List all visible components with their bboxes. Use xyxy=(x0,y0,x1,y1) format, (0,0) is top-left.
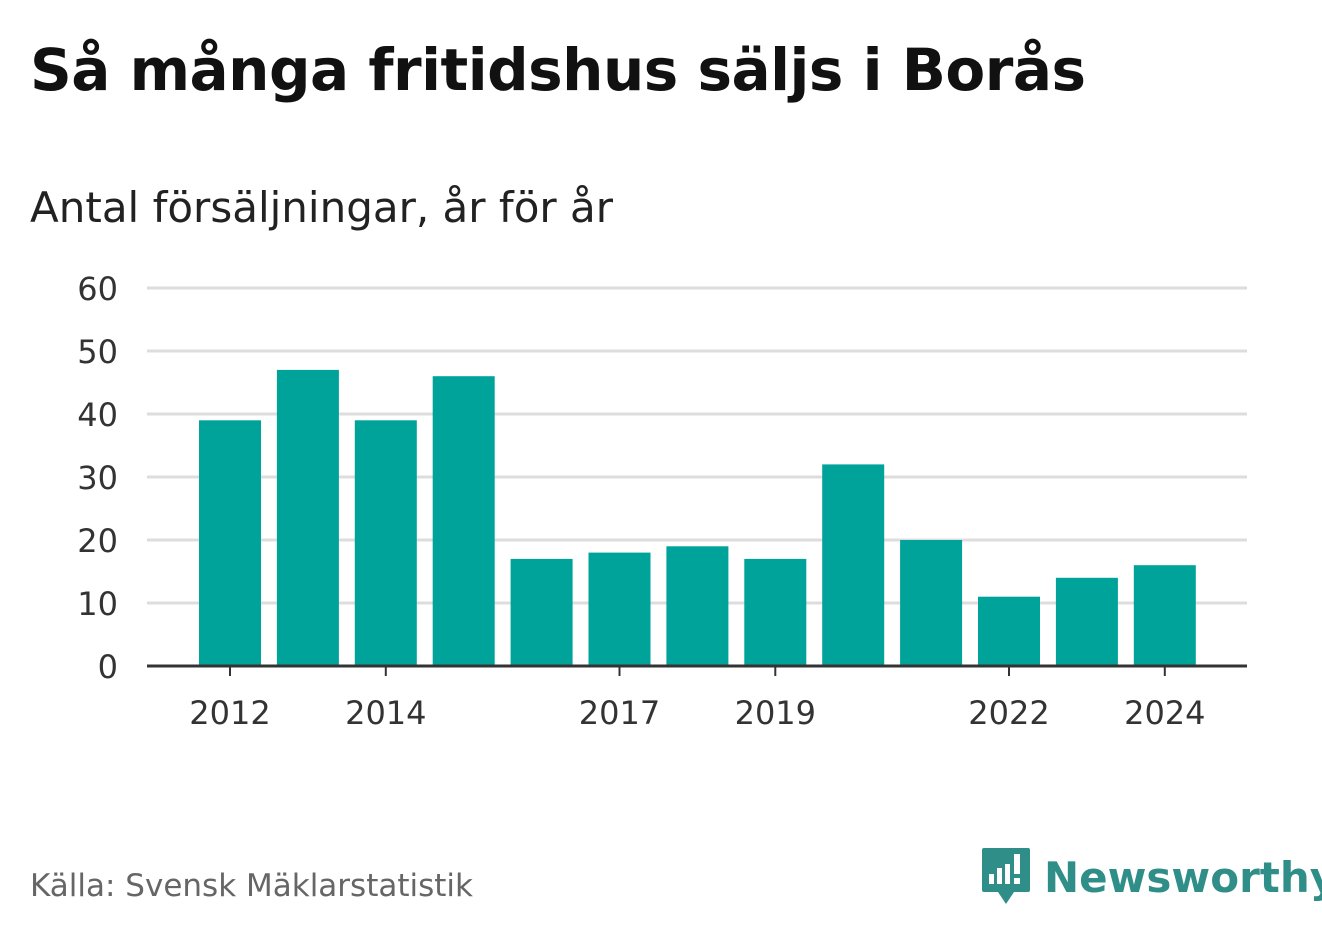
y-tick-label: 40 xyxy=(77,396,118,434)
bar-2019 xyxy=(744,558,807,666)
bar-2018 xyxy=(666,546,729,666)
bar-2023 xyxy=(1055,577,1118,666)
y-tick-label: 0 xyxy=(98,648,118,686)
x-tick-label: 2014 xyxy=(345,694,426,732)
y-tick-label: 30 xyxy=(77,459,118,497)
y-tick-label: 10 xyxy=(77,585,118,623)
bar-2016 xyxy=(510,558,573,666)
x-tick-label: 2024 xyxy=(1124,694,1205,732)
bar-2012 xyxy=(199,420,261,666)
bar-2017 xyxy=(588,552,651,666)
x-tick-label: 2019 xyxy=(735,694,816,732)
x-tick-label: 2012 xyxy=(189,694,270,732)
y-tick-label: 50 xyxy=(77,333,118,371)
source-note: Källa: Svensk Mäklarstatistik xyxy=(30,868,473,904)
brand-logo-group: Newsworthy xyxy=(980,846,1322,908)
bar-2020 xyxy=(822,464,885,666)
brand-name: Newsworthy xyxy=(1044,852,1322,902)
chart-subtitle: Antal försäljningar, år för år xyxy=(30,183,614,232)
bar-2024 xyxy=(1133,565,1196,666)
bar-2015 xyxy=(432,376,495,666)
bar-chart: 0 10 20 30 40 50 60 2012 2014 2017 2019 2022 2024 xyxy=(77,270,1247,732)
bar-2022 xyxy=(978,596,1040,666)
newsworthy-logo-icon xyxy=(982,848,1030,904)
y-tick-label: 60 xyxy=(77,270,118,308)
bar-2014 xyxy=(354,420,417,666)
chart-title: Så många fritidshus säljs i Borås xyxy=(30,36,1086,104)
x-tick-label: 2017 xyxy=(579,694,660,732)
bar-2013 xyxy=(276,369,339,666)
x-tick-label: 2022 xyxy=(968,694,1049,732)
bar-2021 xyxy=(900,540,963,666)
y-tick-label: 20 xyxy=(77,522,118,560)
